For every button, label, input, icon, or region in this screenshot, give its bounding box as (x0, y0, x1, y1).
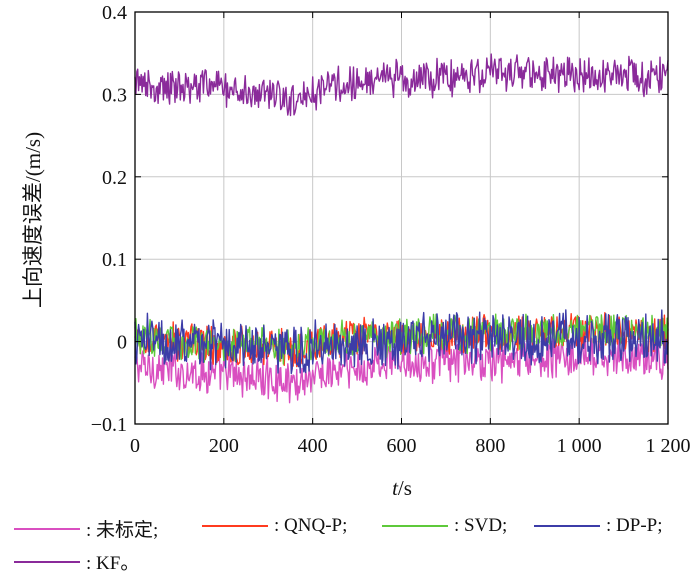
y-tick-label: 0.1 (102, 249, 127, 271)
x-tick-label: 600 (387, 435, 417, 457)
y-tick-label: 0 (117, 332, 127, 354)
x-axis-label-italic: t (392, 476, 399, 500)
x-tick-label: 1 200 (646, 435, 691, 457)
x-tick-label: 800 (475, 435, 505, 457)
x-axis-label: t/s (392, 476, 412, 500)
x-tick-label: 400 (298, 435, 328, 457)
x-axis-label-unit: /s (398, 476, 412, 500)
y-tick-labels: −0.1 0 0.1 0.2 0.3 0.4 (91, 2, 127, 436)
y-tick-label: 0.2 (102, 167, 127, 189)
x-tick-label: 200 (209, 435, 239, 457)
x-tick-labels: 0 200 400 600 800 1 000 1 200 (130, 435, 691, 457)
series-line-3 (134, 309, 669, 375)
y-tick-label: −0.1 (91, 414, 127, 436)
x-tick-label: 0 (130, 435, 140, 457)
x-tick-label: 1 000 (557, 435, 602, 457)
y-axis-label: 上向速度误差/(m/s) (21, 132, 45, 308)
series-line-4 (134, 53, 669, 117)
ticks (134, 11, 669, 425)
series-lines (134, 53, 669, 404)
y-tick-label: 0.4 (102, 2, 127, 24)
y-tick-label: 0.3 (102, 84, 127, 106)
